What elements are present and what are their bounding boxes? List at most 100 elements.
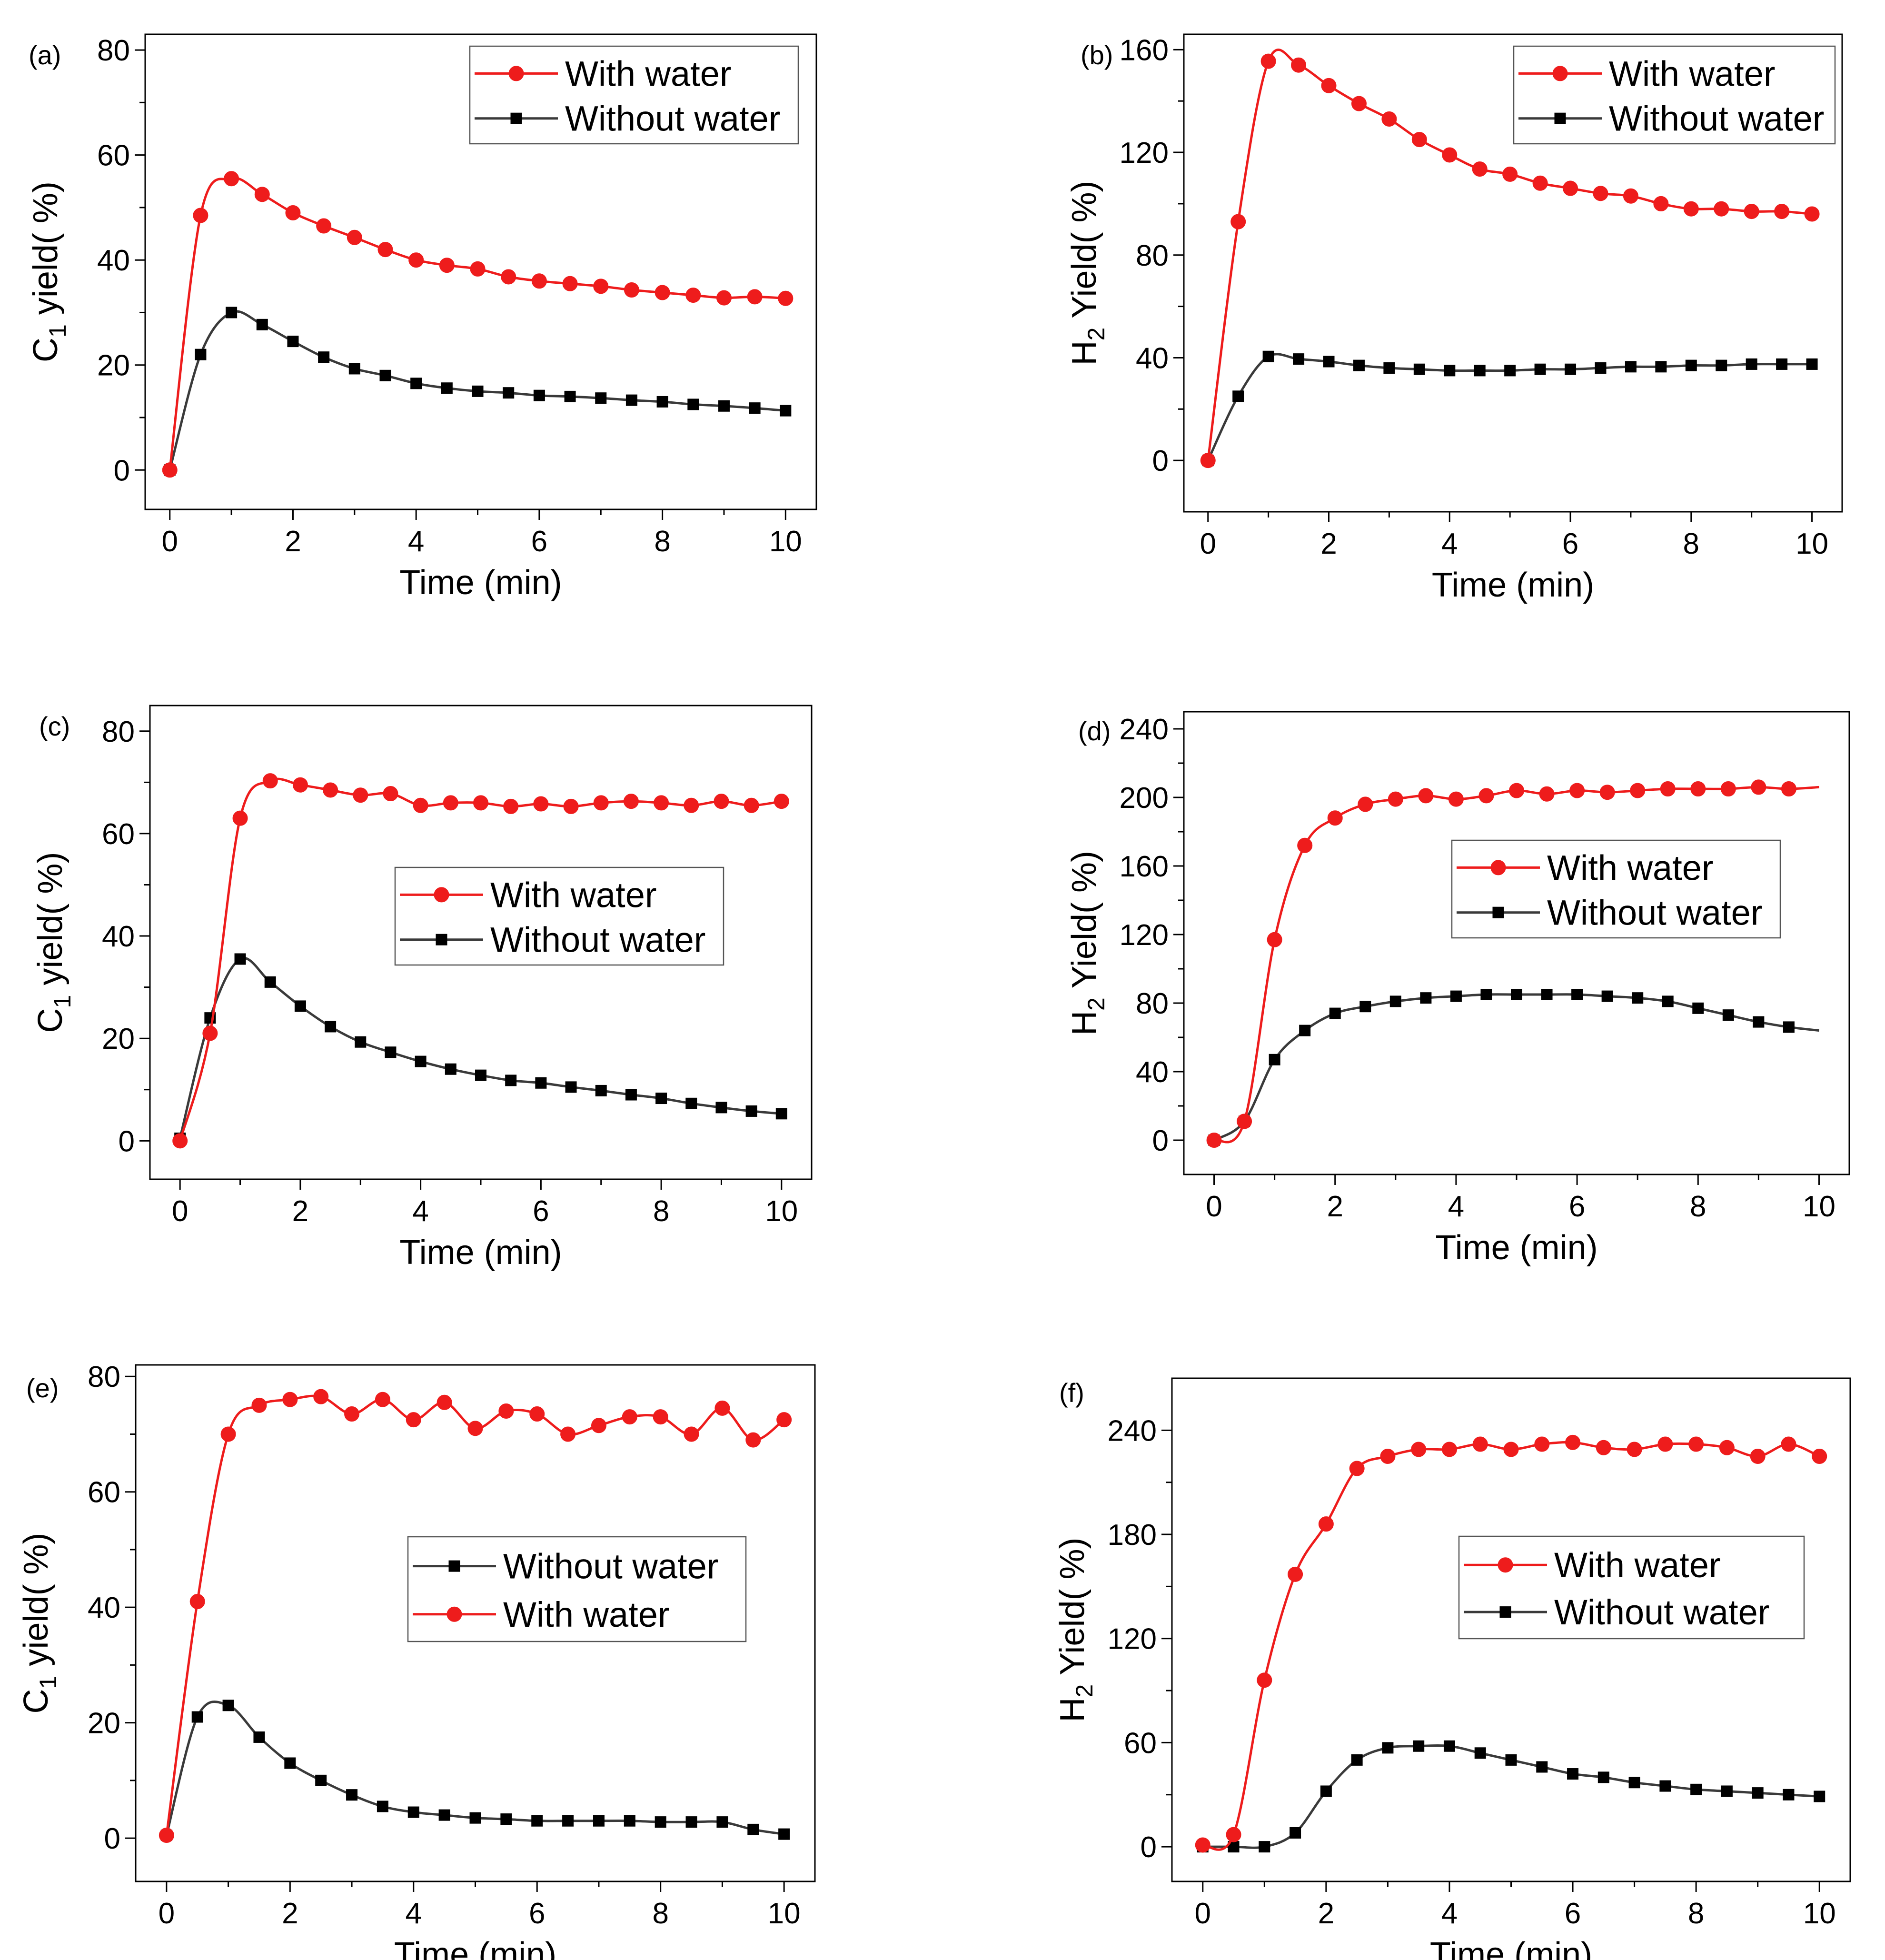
data-point: [1418, 788, 1434, 804]
data-point: [1660, 781, 1676, 796]
data-point: [1474, 365, 1486, 377]
data-point: [439, 258, 455, 273]
data-point: [655, 1816, 666, 1828]
data-point: [1690, 781, 1706, 796]
y-tick-label: 60: [1124, 1727, 1157, 1760]
data-point: [282, 1392, 298, 1407]
legend-marker: [1492, 906, 1504, 918]
data-point: [1599, 785, 1615, 800]
legend-marker: [1552, 66, 1568, 81]
legend-marker: [446, 1606, 462, 1622]
y-tick-label: 80: [1136, 239, 1169, 272]
data-point: [1511, 989, 1522, 1000]
data-point: [438, 1809, 450, 1821]
data-point: [563, 798, 579, 814]
data-point: [1781, 1436, 1796, 1452]
data-point: [774, 794, 789, 809]
data-point: [1688, 1436, 1704, 1452]
data-point: [1318, 1516, 1334, 1532]
data-point: [1441, 1442, 1457, 1457]
panel-label: (d): [1078, 716, 1111, 746]
data-point: [1534, 363, 1546, 375]
data-point: [1413, 1740, 1425, 1752]
data-point: [498, 1403, 514, 1419]
y-tick-label: 40: [1136, 1056, 1169, 1089]
data-point: [222, 1700, 234, 1711]
legend-marker: [448, 1560, 460, 1572]
data-point: [1783, 1021, 1795, 1033]
data-point: [1750, 1449, 1766, 1464]
data-point: [1536, 1761, 1548, 1773]
plot-frame: [144, 33, 817, 510]
data-point: [1411, 1442, 1427, 1457]
data-point: [1321, 78, 1337, 93]
x-tick-label: 4: [1441, 1897, 1458, 1930]
y-tick-label: 160: [1120, 850, 1169, 883]
data-point: [1623, 188, 1638, 204]
data-point: [1539, 786, 1555, 802]
chart-e: 0 2 4 6 8 10 0 20 40 60 80 Time (min) C1 yield( %) (e…: [17, 1361, 816, 1960]
x-tick-label: 2: [285, 525, 301, 558]
x-tick-label: 0: [1200, 527, 1216, 560]
data-point: [1692, 1002, 1704, 1014]
data-point: [1744, 204, 1759, 219]
data-point: [1567, 1768, 1579, 1780]
data-point: [1382, 1742, 1394, 1754]
data-point: [623, 794, 639, 809]
data-point: [1596, 1440, 1611, 1455]
data-point: [1472, 161, 1488, 177]
x-tick-label: 2: [282, 1897, 298, 1930]
data-point: [1262, 350, 1274, 362]
data-point: [564, 390, 576, 402]
data-point: [1442, 147, 1458, 163]
data-point: [1505, 1754, 1517, 1766]
data-point: [656, 396, 668, 408]
data-point: [1381, 111, 1397, 127]
legend: With water Without water: [469, 45, 799, 145]
chart-a: 0 2 4 6 8 10 0 20 40 60 80 Time (min) C1 yield( %) (a…: [27, 33, 817, 602]
data-point: [1662, 995, 1674, 1007]
panel-label: (f): [1059, 1378, 1084, 1408]
data-point: [745, 1105, 757, 1117]
y-tick-label: 40: [102, 920, 135, 953]
data-point: [684, 797, 699, 813]
data-point: [1753, 1016, 1765, 1028]
x-tick-label: 4: [412, 1195, 428, 1228]
data-point: [234, 953, 246, 965]
data-point: [1628, 1777, 1640, 1789]
data-point: [1351, 96, 1367, 111]
legend-marker: [508, 66, 524, 81]
data-point: [1420, 992, 1432, 1004]
data-point: [562, 1815, 574, 1827]
x-tick-label: 0: [1206, 1190, 1222, 1223]
data-point: [1297, 837, 1313, 853]
data-point: [503, 798, 519, 814]
data-point: [533, 389, 545, 401]
data-point: [714, 1400, 730, 1416]
data-point: [1359, 1001, 1371, 1013]
data-point: [625, 1089, 637, 1101]
data-point: [1358, 796, 1373, 812]
x-tick-label: 2: [292, 1195, 308, 1228]
legend-label: With water: [1609, 54, 1776, 93]
data-point: [415, 1055, 427, 1067]
x-tick-label: 6: [1562, 527, 1578, 560]
legend-label: Without water: [1547, 893, 1762, 933]
data-point: [622, 1409, 637, 1425]
y-tick-label: 20: [102, 1023, 135, 1055]
plot-frame: [1183, 33, 1843, 513]
data-point: [1722, 1009, 1734, 1021]
panel-label: (a): [29, 40, 61, 70]
data-point: [1571, 989, 1583, 1000]
data-point: [501, 269, 516, 285]
x-axis-label: Time (min): [1432, 566, 1594, 604]
data-point: [531, 273, 547, 289]
series-without-water: [160, 1700, 790, 1841]
y-tick-label: 40: [88, 1592, 120, 1624]
data-point: [1267, 932, 1282, 947]
legend-label: Without water: [1609, 99, 1824, 139]
data-point: [749, 402, 761, 414]
legend-marker: [1554, 112, 1566, 124]
x-tick-label: 4: [406, 1897, 422, 1930]
